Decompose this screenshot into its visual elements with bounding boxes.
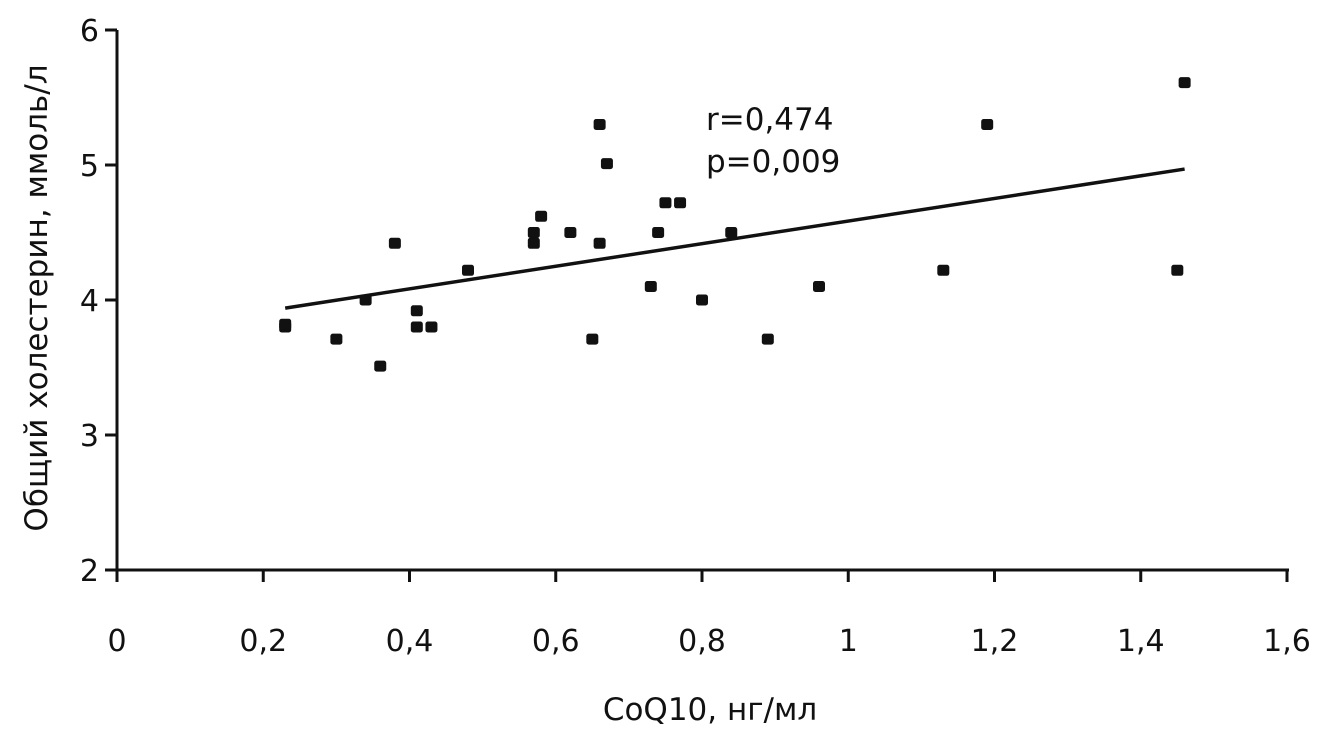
x-tick-label: 0: [107, 624, 126, 659]
data-point: [600, 158, 613, 170]
data-point: [1171, 264, 1184, 276]
data-point: [593, 119, 606, 130]
y-tick-label: 6: [80, 14, 99, 49]
data-point: [374, 360, 387, 372]
data-points: [279, 77, 1191, 372]
data-point: [388, 237, 401, 249]
y-tick-label: 4: [80, 284, 99, 319]
x-tick-label: 0,2: [239, 624, 287, 659]
data-point: [1178, 77, 1191, 89]
data-point: [981, 119, 994, 130]
data-point: [937, 264, 950, 276]
data-point: [564, 227, 577, 238]
data-point: [462, 264, 474, 276]
x-tick-label: 1: [839, 624, 858, 659]
y-tick-label: 5: [80, 149, 99, 184]
axes: [105, 28, 1289, 582]
data-point: [761, 333, 774, 345]
data-point: [813, 281, 825, 292]
x-tick-label: 0,8: [678, 624, 726, 659]
data-point: [644, 281, 657, 292]
data-point: [410, 321, 423, 333]
data-point: [359, 294, 372, 306]
annotation-p: p=0,009: [706, 144, 840, 180]
data-point: [535, 210, 548, 222]
y-tick-label: 3: [80, 419, 99, 454]
data-point: [725, 227, 738, 238]
data-point: [527, 227, 540, 238]
data-point: [586, 333, 599, 345]
x-tick-label: 1,4: [1117, 624, 1165, 659]
data-point: [652, 227, 665, 238]
x-tick-label: 0,6: [532, 624, 580, 659]
tick-labels: 2 3 4 5 6 0 0,2 0,4 0,6 0,8 1 1,2 1,4 1,6: [80, 14, 1311, 659]
annotation-r: r=0,474: [706, 102, 833, 138]
y-axis-title: Общий холестерин, ммоль/л: [19, 64, 55, 531]
data-point: [659, 197, 672, 209]
data-point: [425, 321, 438, 333]
trendline: [284, 167, 1185, 310]
x-tick-label: 0,4: [386, 624, 434, 659]
data-point: [410, 305, 423, 317]
data-point: [330, 333, 343, 345]
data-point: [527, 237, 540, 249]
data-point: [593, 237, 606, 249]
data-point: [279, 318, 292, 330]
data-point: [696, 294, 708, 306]
x-tick-label: 1,6: [1263, 624, 1311, 659]
trendline-group: [284, 167, 1185, 310]
x-tick-label: 1,2: [971, 624, 1019, 659]
y-tick-label: 2: [80, 554, 99, 589]
data-point: [674, 197, 687, 209]
x-axis-title: CoQ10, нг/мл: [603, 692, 817, 728]
